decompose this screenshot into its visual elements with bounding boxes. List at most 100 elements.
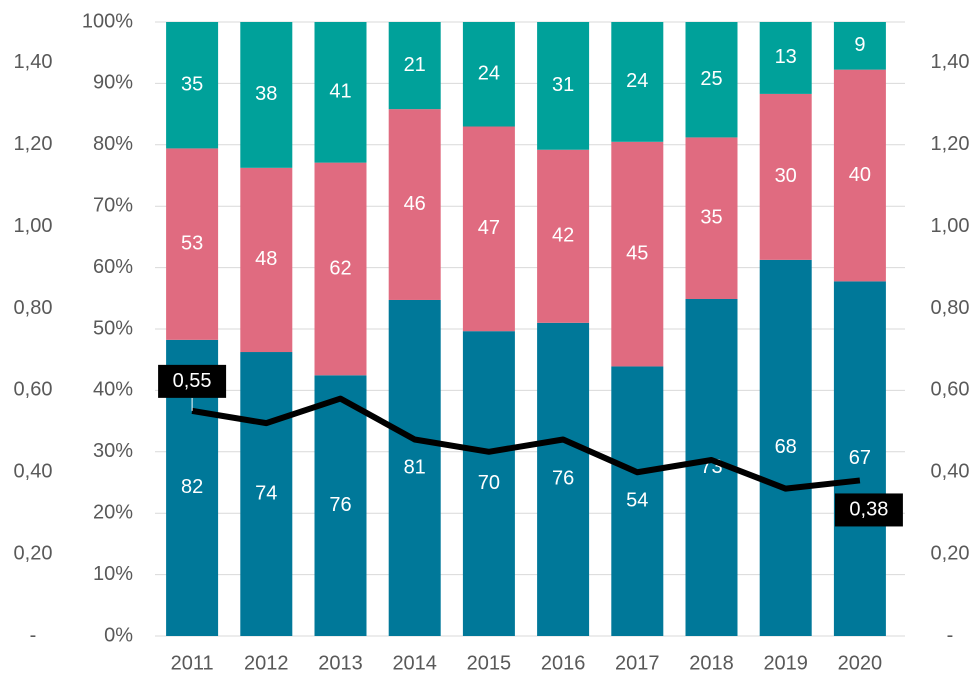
x-tick-label: 2014	[392, 652, 437, 674]
bar-segment	[166, 22, 219, 149]
x-tick-label: 2015	[467, 652, 512, 674]
x-tick-label: 2013	[318, 652, 363, 674]
data-label: 25	[700, 68, 722, 90]
data-label: 38	[255, 83, 277, 105]
y2-tick-label-right: 1,40	[931, 51, 970, 73]
data-label: 62	[329, 257, 351, 279]
y2-tick-label-right: 0,80	[931, 297, 970, 319]
bar-segment	[611, 22, 664, 142]
x-tick-label: 2016	[541, 652, 586, 674]
bar-segment	[314, 375, 367, 636]
y2-tick-label-left: 0,60	[14, 379, 53, 401]
y2-tick-label-left: 1,00	[14, 215, 53, 237]
y2-tick-label-right: 0,40	[931, 461, 970, 483]
y-tick-label: 100%	[82, 10, 133, 32]
x-tick-label: 2017	[615, 652, 660, 674]
x-tick-label: 2012	[244, 652, 289, 674]
bar-segment	[611, 366, 664, 636]
bar-segment	[537, 22, 590, 150]
y-tick-label: 20%	[93, 501, 133, 523]
data-label: 42	[552, 225, 574, 247]
data-label: 46	[404, 193, 426, 215]
bar-segment	[240, 22, 293, 168]
y-tick-label: 60%	[93, 256, 133, 278]
y2-tick-label-left: 1,20	[14, 133, 53, 155]
line	[191, 395, 861, 492]
y-tick-label: 30%	[93, 440, 133, 462]
y2-tick-label-left: 1,40	[14, 51, 53, 73]
y2-tick-label-left: 0,20	[14, 542, 53, 564]
data-label: 76	[552, 468, 574, 490]
bar-segment	[388, 109, 441, 300]
data-label: 82	[181, 476, 203, 498]
data-label: 41	[329, 81, 351, 103]
bar-segment	[537, 149, 590, 323]
label-box	[834, 493, 903, 527]
data-label: 24	[626, 70, 648, 92]
data-label: 13	[775, 46, 797, 68]
data-label: 35	[181, 73, 203, 95]
data-label: 9	[854, 34, 865, 56]
bar-segment	[611, 141, 664, 367]
x-tick-label: 2020	[838, 652, 883, 674]
bar-segment	[388, 299, 441, 636]
data-label: 70	[478, 472, 500, 494]
bar-segment	[462, 331, 515, 636]
bar-segment	[462, 126, 515, 332]
bar-segment	[240, 167, 293, 353]
line-data-label: 0,55	[173, 370, 212, 392]
y-tick-label: 0%	[104, 624, 133, 646]
data-label: 31	[552, 74, 574, 96]
bar-segment	[759, 93, 812, 260]
bar-segment	[833, 69, 886, 282]
y2-tick-label-left: -	[30, 624, 37, 646]
y2-tick-label-left: 0,80	[14, 297, 53, 319]
data-label: 54	[626, 490, 648, 512]
y-tick-label: 80%	[93, 133, 133, 155]
bar-segment	[759, 22, 812, 94]
y-tick-label: 40%	[93, 379, 133, 401]
y-tick-label: 90%	[93, 72, 133, 94]
y-tick-label: 70%	[93, 194, 133, 216]
bar-segment	[833, 281, 886, 636]
y2-tick-label-right: -	[947, 624, 954, 646]
bar-segment	[685, 137, 738, 299]
bar-segment	[240, 352, 293, 636]
bar-segment	[314, 162, 367, 376]
y-tick-label: 10%	[93, 563, 133, 585]
x-tick-label: 2018	[689, 652, 734, 674]
x-tick-label: 2019	[763, 652, 808, 674]
bar-segment	[166, 148, 219, 340]
data-label: 68	[775, 436, 797, 458]
bar-segment	[314, 22, 367, 163]
data-label: 30	[775, 165, 797, 187]
data-label: 47	[478, 217, 500, 239]
label-box	[158, 364, 227, 398]
data-label: 40	[849, 164, 871, 186]
y2-tick-label-right: 1,00	[931, 215, 970, 237]
data-label: 45	[626, 242, 648, 264]
bar-segment	[388, 22, 441, 110]
data-label: 53	[181, 232, 203, 254]
y2-tick-label-right: 0,60	[931, 379, 970, 401]
y-tick-label: 50%	[93, 317, 133, 339]
data-label: 24	[478, 63, 500, 85]
data-label: 81	[404, 456, 426, 478]
y2-tick-label-left: 0,40	[14, 461, 53, 483]
bar-segment	[462, 22, 515, 127]
data-label: 48	[255, 248, 277, 270]
x-tick-label: 2011	[171, 652, 214, 674]
y2-tick-label-right: 1,20	[931, 133, 970, 155]
bar-segment	[833, 22, 886, 70]
data-label: 67	[849, 447, 871, 469]
y2-tick-label-right: 0,20	[931, 542, 970, 564]
data-label: 74	[255, 482, 277, 504]
bar-segment	[537, 322, 590, 636]
bar-segment	[759, 259, 812, 636]
data-label: 21	[404, 54, 426, 76]
bar-segment	[685, 22, 738, 138]
line-data-label: 0,38	[849, 499, 888, 521]
data-label: 76	[329, 494, 351, 516]
data-label: 35	[700, 206, 722, 228]
